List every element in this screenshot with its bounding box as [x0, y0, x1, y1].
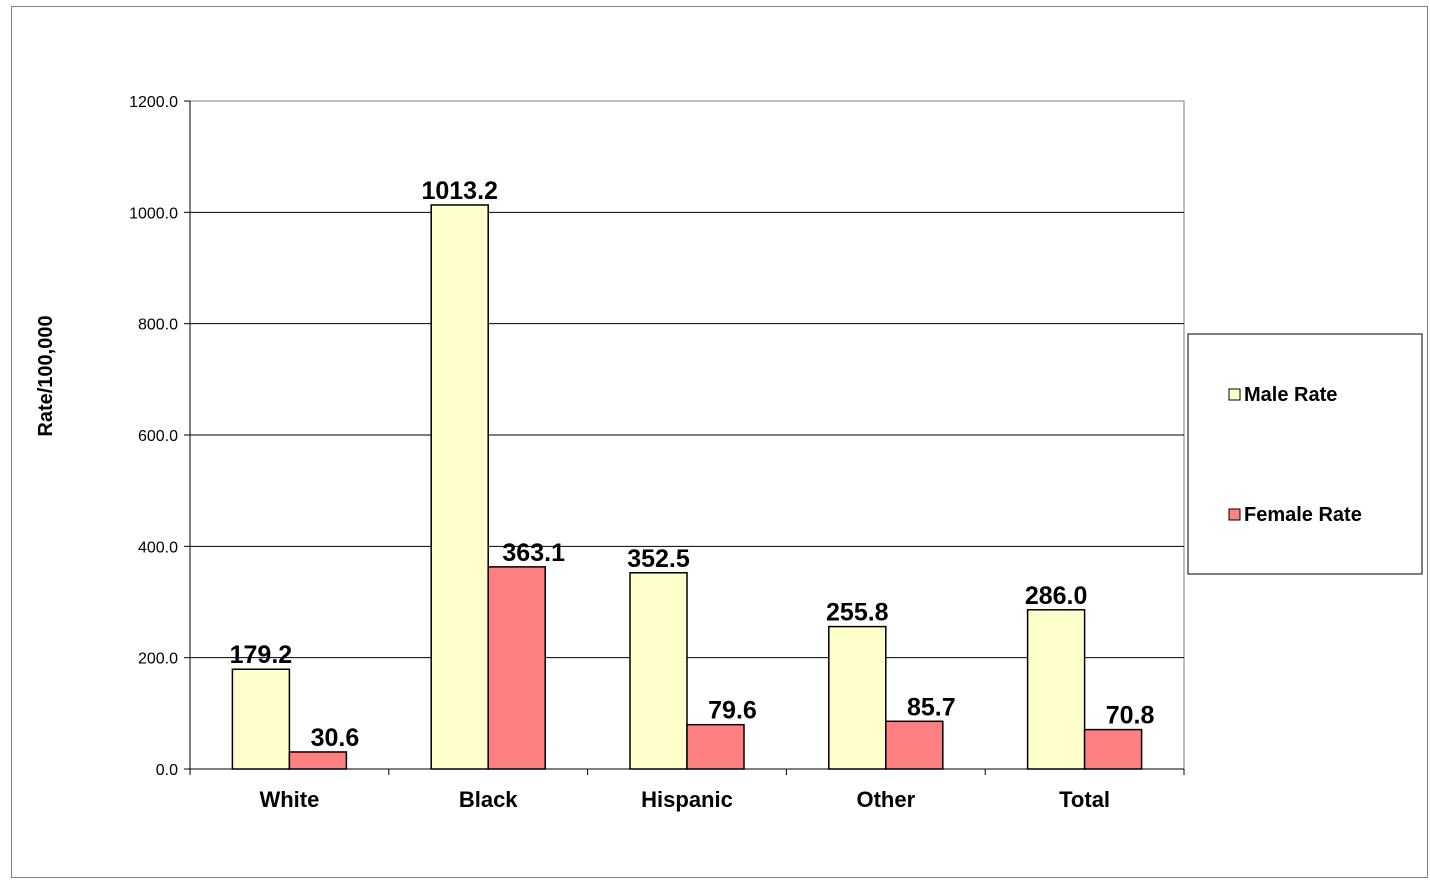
data-label-male-rate-hispanic: 352.5 [627, 545, 690, 573]
y-tick-label: 1000.0 [129, 205, 178, 222]
bar-male-rate-black [430, 204, 489, 770]
y-tick-label: 400.0 [138, 539, 178, 556]
bar-female-rate-other [885, 720, 944, 770]
bar-female-rate-black [487, 566, 546, 770]
x-tick-label-total: Total [1059, 787, 1110, 812]
bar-male-rate-white [231, 668, 291, 770]
data-label-female-rate-black: 363.1 [502, 539, 565, 567]
bar-female-rate-total [1083, 728, 1143, 770]
data-label-male-rate-other: 255.8 [826, 599, 889, 627]
data-label-female-rate-other: 85.7 [907, 693, 956, 721]
bar-male-rate-total [1026, 609, 1086, 770]
legend-swatch-female-rate [1228, 508, 1241, 521]
legend: Male Rate Female Rate [1187, 333, 1423, 575]
data-label-male-rate-black: 1013.2 [421, 177, 497, 205]
bar-male-rate-other [828, 625, 887, 770]
data-label-male-rate-white: 179.2 [230, 641, 293, 669]
y-tick-label: 0.0 [156, 762, 178, 779]
data-label-female-rate-total: 70.8 [1106, 702, 1155, 730]
y-axis-title: Rate/100,000 [35, 315, 57, 436]
x-tick-label-other: Other [856, 787, 915, 812]
y-tick-label: 600.0 [138, 428, 178, 445]
bar-male-rate-hispanic [629, 572, 688, 770]
x-tick-label-black: Black [459, 787, 518, 812]
x-tick-label-white: White [259, 787, 319, 812]
x-tick-label-hispanic: Hispanic [641, 787, 733, 812]
y-tick-label: 800.0 [138, 317, 178, 334]
legend-label-female-rate: Female Rate [1244, 504, 1362, 526]
bar-female-rate-white [288, 751, 348, 770]
axes: 0.0 200.0 400.0 600.0 800.0 1000.0 1200.0 White… [129, 94, 1185, 812]
y-tick-label: 1200.0 [129, 94, 178, 111]
legend-label-male-rate: Male Rate [1244, 384, 1337, 406]
data-label-male-rate-total: 286.0 [1025, 582, 1088, 610]
legend-swatch-male-rate [1228, 388, 1241, 401]
data-label-female-rate-hispanic: 79.6 [708, 697, 757, 725]
data-labels: 179.2 30.6 1013.2 363.1 352.5 79.6 255.8 85.7 28… [230, 177, 1155, 752]
bar-female-rate-hispanic [686, 723, 745, 770]
legend-box [1187, 333, 1423, 575]
y-tick-label: 200.0 [138, 651, 178, 668]
bars [231, 204, 1143, 770]
data-label-female-rate-white: 30.6 [311, 724, 360, 752]
